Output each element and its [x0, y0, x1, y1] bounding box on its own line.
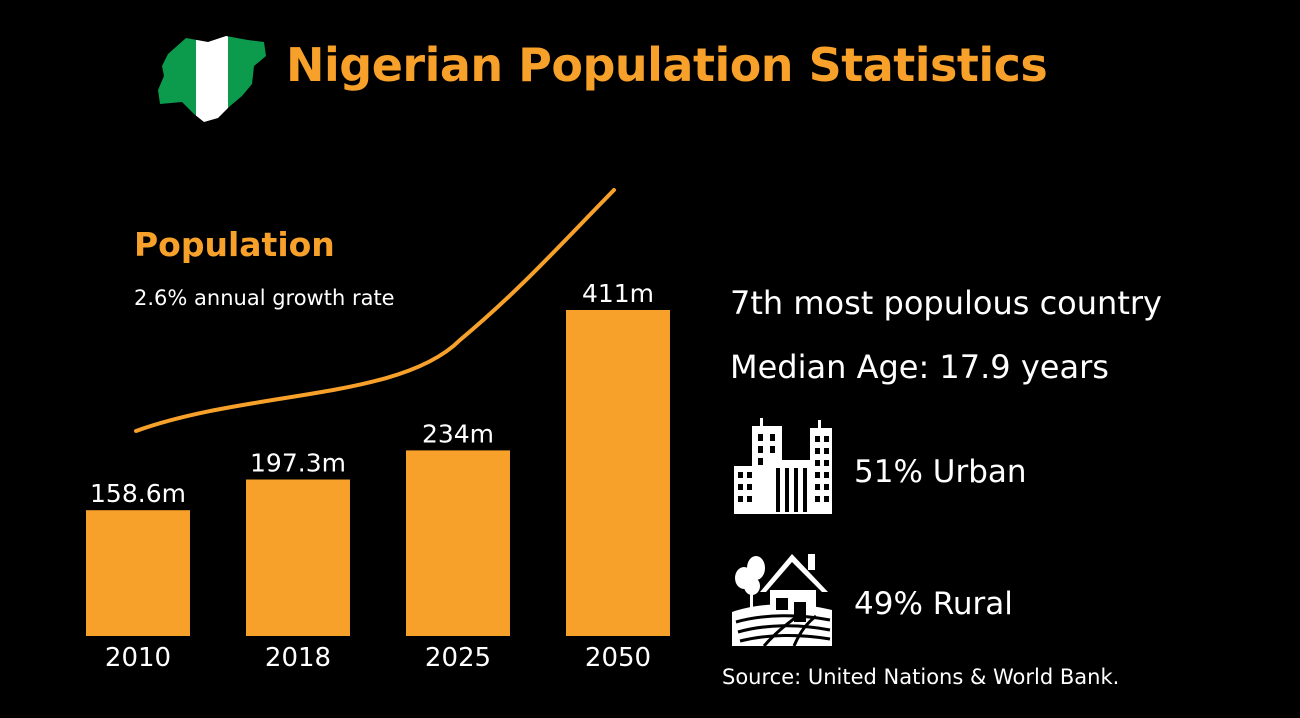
bar-value-label: 411m	[582, 279, 654, 308]
farmhouse-icon	[732, 554, 832, 647]
city-buildings-icon	[734, 418, 832, 514]
bar-2025	[406, 450, 510, 636]
bar-2018	[246, 479, 350, 636]
category-label: 2010	[105, 643, 171, 673]
nigeria-map-flag-icon	[158, 36, 266, 122]
source-note: Source: United Nations & World Bank.	[722, 665, 1120, 689]
bar-2050	[566, 310, 670, 636]
category-label: 2018	[265, 643, 331, 673]
rural-share-text: 49% Rural	[854, 586, 1013, 622]
bar-value-label: 197.3m	[250, 449, 346, 478]
growth-trend-line	[134, 188, 616, 433]
category-label: 2025	[425, 643, 491, 673]
bar-2010	[86, 510, 190, 636]
median-age-text: Median Age: 17.9 years	[730, 348, 1109, 386]
urban-share-text: 51% Urban	[854, 454, 1027, 490]
bar-value-label: 158.6m	[90, 479, 186, 508]
population-bar-chart: 158.6m 2010 197.3m 2018 234m 2025 411m 2050	[86, 188, 670, 673]
category-label: 2050	[585, 643, 651, 673]
population-rank-text: 7th most populous country	[730, 284, 1162, 322]
page-title: Nigerian Population Statistics	[286, 38, 1048, 92]
bar-value-label: 234m	[422, 419, 494, 448]
growth-rate-text: 2.6% annual growth rate	[134, 286, 395, 310]
population-heading: Population	[134, 225, 335, 264]
